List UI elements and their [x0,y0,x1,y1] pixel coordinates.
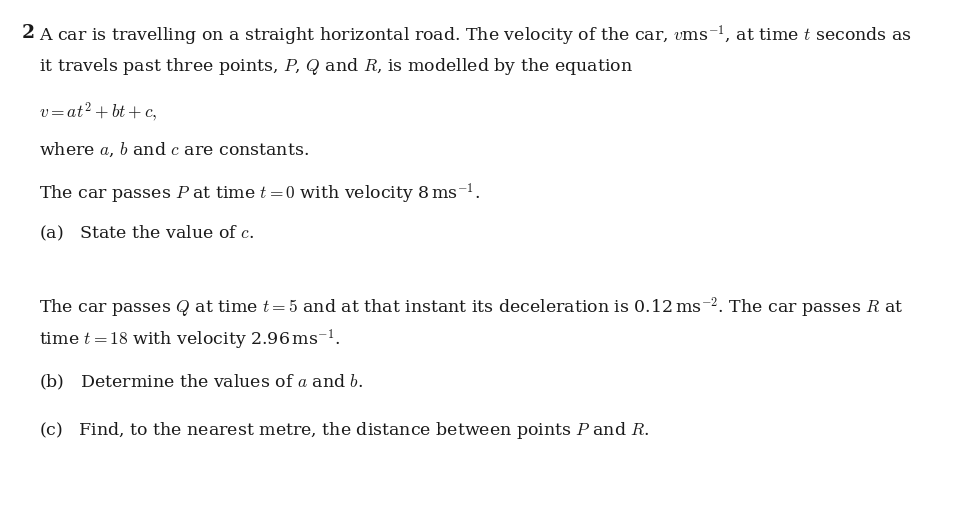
Text: where $a$, $b$ and $c$ are constants.: where $a$, $b$ and $c$ are constants. [39,141,309,159]
Text: The car passes $P$ at time $t = 0$ with velocity 8$\,$ms$^{-1}$.: The car passes $P$ at time $t = 0$ with … [39,182,480,206]
Text: A car is travelling on a straight horizontal road. The velocity of the car, $v$m: A car is travelling on a straight horizo… [39,24,912,48]
Text: (b)   Determine the values of $a$ and $b$.: (b) Determine the values of $a$ and $b$. [39,372,364,392]
Text: it travels past three points, $P$, $Q$ and $R$, is modelled by the equation: it travels past three points, $P$, $Q$ a… [39,56,633,77]
Text: $v = at^2 + bt + c,$: $v = at^2 + bt + c,$ [39,101,157,124]
Text: (c)   Find, to the nearest metre, the distance between points $P$ and $R$.: (c) Find, to the nearest metre, the dist… [39,420,649,441]
Text: time $t = 18$ with velocity 2.96$\,$ms$^{-1}$.: time $t = 18$ with velocity 2.96$\,$ms$^… [39,328,340,353]
Text: The car passes $Q$ at time $t = 5$ and at that instant its deceleration is 0.12$: The car passes $Q$ at time $t = 5$ and a… [39,295,903,320]
Text: (a)   State the value of $c$.: (a) State the value of $c$. [39,223,254,243]
Text: 2: 2 [21,24,34,42]
